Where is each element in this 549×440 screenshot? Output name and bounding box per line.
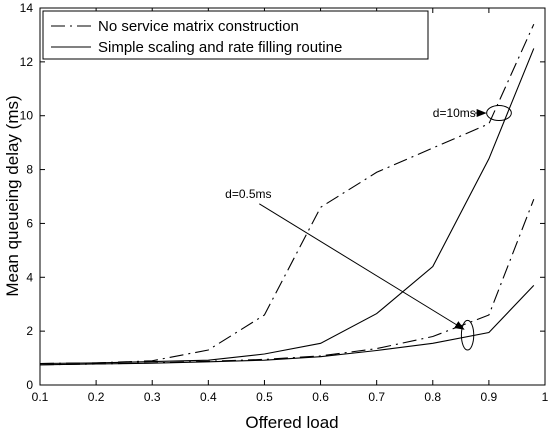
- y-tick-label: 0: [26, 378, 33, 392]
- legend-box: [42, 10, 429, 60]
- x-axis-title: Offered load: [245, 413, 338, 432]
- x-tick-label: 0.6: [312, 390, 329, 404]
- legend-label-1: No service matrix construction: [98, 18, 299, 35]
- y-tick-label: 10: [20, 109, 34, 123]
- x-tick-label: 0.3: [144, 390, 161, 404]
- legend: No service matrix construction Simple sca…: [42, 10, 429, 60]
- y-tick-label: 8: [26, 163, 33, 177]
- y-tick-label: 6: [26, 216, 33, 230]
- annotation-layer: d=10ms d=0.5ms: [225, 104, 512, 351]
- series-line-4: [39, 285, 535, 366]
- x-tick-label: 0.4: [200, 390, 217, 404]
- x-tick-label: 0.8: [424, 390, 441, 404]
- x-tick-label: 0.5: [256, 390, 273, 404]
- annotation-label-2: d=0.5ms: [225, 187, 271, 201]
- y-tick-label: 2: [26, 324, 33, 338]
- series-line-2: [39, 48, 535, 365]
- x-tick-label: 0.9: [481, 390, 498, 404]
- y-tick-label: 14: [20, 1, 34, 15]
- x-tick-label: 0.1: [32, 390, 49, 404]
- x-tick-label: 1: [542, 390, 549, 404]
- y-axis-title: Mean queueing delay (ms): [3, 95, 22, 296]
- annotation-label-1: d=10ms: [433, 106, 476, 120]
- y-tick-label: 4: [26, 270, 33, 284]
- annotation-ellipse-2: [460, 319, 475, 351]
- x-tick-label: 0.7: [368, 390, 385, 404]
- x-tick-label: 0.2: [88, 390, 105, 404]
- annotation-arrow-2: [259, 203, 465, 330]
- legend-label-2: Simple scaling and rate filling routine: [98, 39, 342, 56]
- annotation-ellipse-1: [486, 104, 512, 122]
- y-tick-label: 12: [20, 55, 34, 69]
